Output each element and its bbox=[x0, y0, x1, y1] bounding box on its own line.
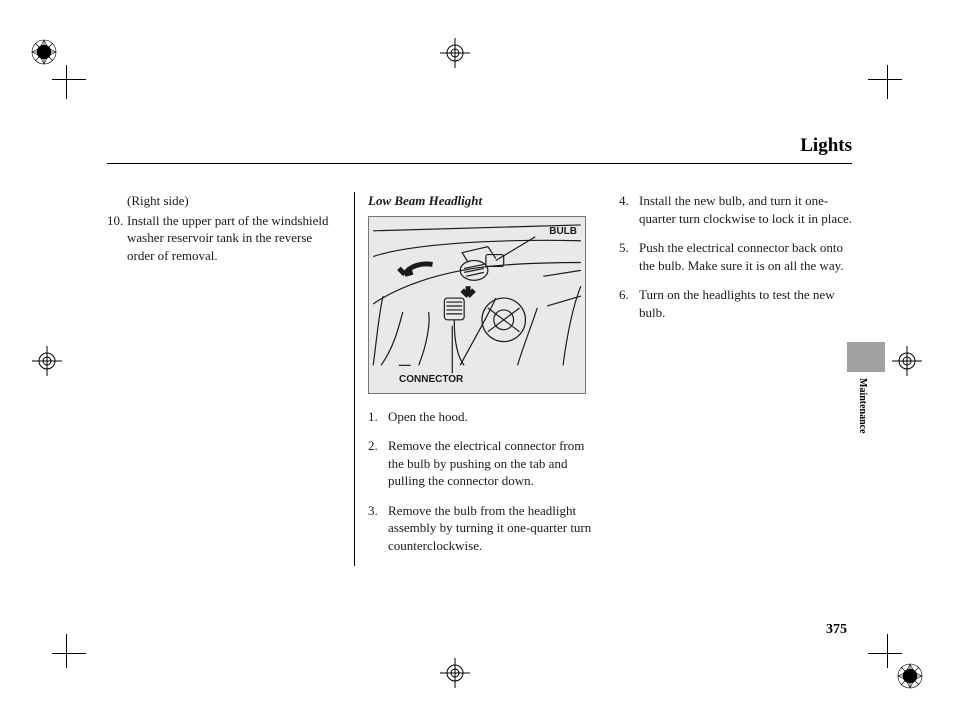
diagram-svg bbox=[369, 217, 585, 393]
section-tab bbox=[847, 342, 885, 372]
step-1: 1. Open the hood. bbox=[368, 408, 596, 426]
step-text: Open the hood. bbox=[388, 408, 596, 426]
right-side-note: (Right side) bbox=[107, 192, 340, 210]
diagram-label-bulb: BULB bbox=[549, 225, 577, 239]
page-content: Lights (Right side) 10. Install the uppe… bbox=[107, 135, 852, 566]
step-5: 5. Push the electrical connector back on… bbox=[619, 239, 852, 274]
step-num: 2. bbox=[368, 437, 388, 490]
page-number: 375 bbox=[826, 622, 847, 638]
rosette-mark-tl bbox=[30, 38, 58, 66]
step-num: 5. bbox=[619, 239, 639, 274]
step-10: 10. Install the upper part of the windsh… bbox=[107, 212, 340, 265]
registration-mark-top bbox=[440, 38, 470, 68]
headlight-diagram: BULB CONNECTOR bbox=[368, 216, 586, 394]
step-text: Install the new bulb, and turn it one-qu… bbox=[639, 192, 852, 227]
step-text: Turn on the headlights to test the new b… bbox=[639, 286, 852, 321]
column-3: 4. Install the new bulb, and turn it one… bbox=[606, 192, 852, 566]
rosette-mark-br bbox=[896, 662, 924, 690]
diagram-label-connector: CONNECTOR bbox=[399, 373, 463, 387]
registration-mark-left bbox=[32, 346, 62, 376]
column-2: Low Beam Headlight bbox=[354, 192, 606, 566]
step-text: Remove the bulb from the headlight assem… bbox=[388, 502, 596, 555]
columns: (Right side) 10. Install the upper part … bbox=[107, 192, 852, 566]
column-1: (Right side) 10. Install the upper part … bbox=[107, 192, 354, 566]
registration-mark-right bbox=[892, 346, 922, 376]
step-num: 1. bbox=[368, 408, 388, 426]
step-num: 4. bbox=[619, 192, 639, 227]
step-text: Push the electrical connector back onto … bbox=[639, 239, 852, 274]
crop-mark-bl bbox=[22, 638, 82, 698]
step-num: 3. bbox=[368, 502, 388, 555]
step-2: 2. Remove the electrical connector from … bbox=[368, 437, 596, 490]
step-6: 6. Turn on the headlights to test the ne… bbox=[619, 286, 852, 321]
step-text: Install the upper part of the windshield… bbox=[127, 212, 340, 265]
low-beam-subhead: Low Beam Headlight bbox=[368, 192, 596, 210]
section-tab-label: Maintenance bbox=[857, 378, 868, 434]
step-3: 3. Remove the bulb from the headlight as… bbox=[368, 502, 596, 555]
crop-mark-tr bbox=[872, 35, 932, 95]
registration-mark-bottom bbox=[440, 658, 470, 688]
step-4: 4. Install the new bulb, and turn it one… bbox=[619, 192, 852, 227]
page-title: Lights bbox=[107, 135, 852, 164]
step-num: 10. bbox=[107, 212, 127, 265]
step-num: 6. bbox=[619, 286, 639, 321]
step-text: Remove the electrical connector from the… bbox=[388, 437, 596, 490]
